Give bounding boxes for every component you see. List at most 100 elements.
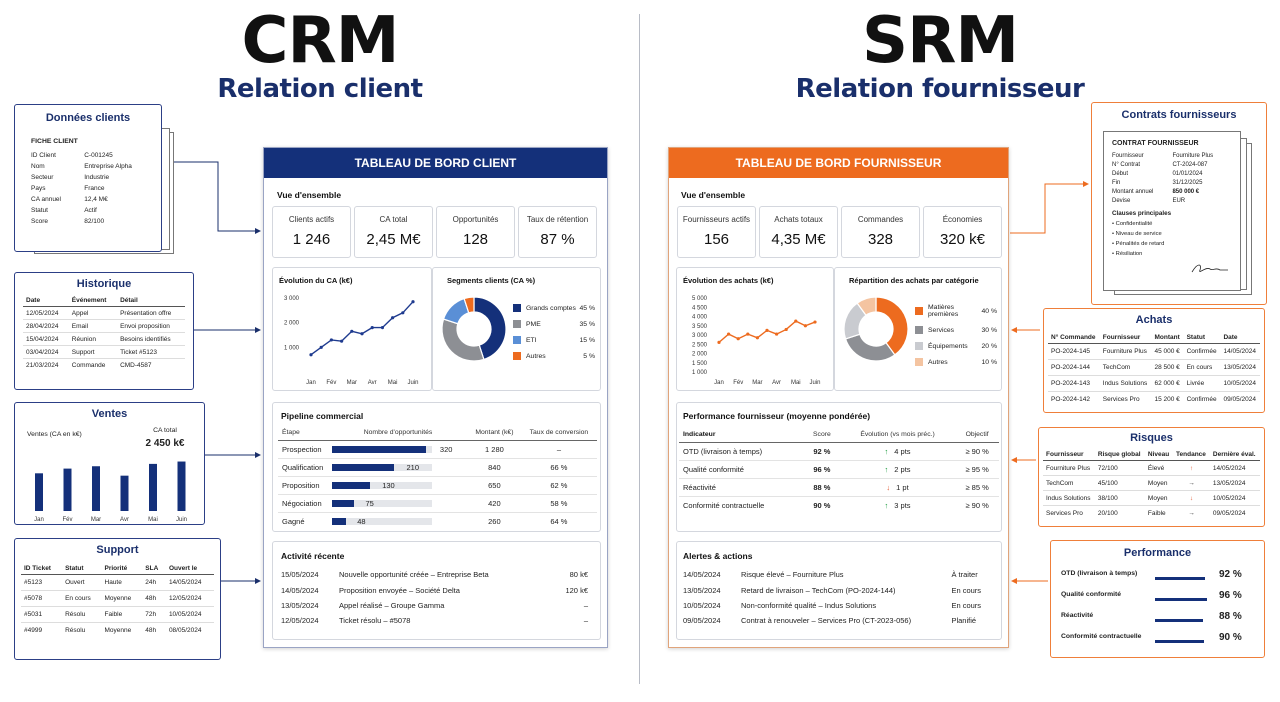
contrats-card: Contrats fournisseurs CONTRAT FOURNISSEU… (1091, 102, 1267, 305)
x-tick-label: Avr (368, 380, 377, 386)
support-header-cell: ID Ticket (21, 562, 63, 575)
pipeline-count: 130 (382, 481, 395, 490)
support-header-cell: SLA (142, 562, 166, 575)
data-point (727, 332, 731, 336)
data-point (360, 332, 364, 336)
ventes-bar-chart: Jan Fév Mar Avr Mai Juin (34, 461, 187, 523)
risques-cell: 72/100 (1094, 460, 1145, 476)
perf-evolution-value: 3 pts (894, 501, 911, 510)
contract-table: Fournisseur Fourniture Plus N° Contrat CT-2… (1112, 151, 1232, 205)
achats-cell: 62 000 € (1151, 375, 1184, 392)
fiche-cell: CA annuel (31, 196, 61, 203)
legend-item: Matières premières 40 % (915, 304, 997, 318)
data-point (391, 316, 395, 320)
contract-document: CONTRAT FOURNISSEUR Fournisseur Fournitur… (1103, 131, 1241, 291)
achats-header-cell: Statut (1183, 331, 1221, 344)
fiche-cell: Nom (31, 163, 45, 170)
support-cell: 48h (142, 590, 166, 607)
legend-label: Autres (928, 358, 948, 366)
support-cell: Haute (101, 574, 143, 591)
achats-header-row: N° Commande Fournisseur Montant Statut Date (1048, 331, 1260, 344)
contract-cell: 01/01/2024 (1172, 170, 1203, 177)
center-divider (639, 14, 640, 684)
ventes-title: Ventes (91, 408, 128, 420)
kpi-card: Clients actifs 1 246 (272, 206, 351, 258)
performance-bar (1155, 619, 1203, 622)
kpi-value: 4,35 M€ (771, 231, 826, 248)
perf-score: 96 % (803, 460, 840, 479)
clause-item: • Pénalités de retard (1112, 241, 1165, 247)
x-tick-label: Fév (326, 380, 336, 386)
perf-evolution: ↑ 2 pts (839, 460, 956, 479)
x-tick-label: Avr (120, 517, 129, 523)
fiche-row: CA annuel 12,4 M€ (31, 194, 161, 205)
perf-indicator: OTD (livraison à temps) (679, 442, 804, 461)
kpi-value: 328 (867, 231, 894, 248)
perf-indicator: Conformité contractuelle (679, 496, 804, 514)
support-cell: Ouvert (62, 574, 102, 591)
ventes-bar (120, 475, 129, 511)
pipeline-count: 75 (365, 499, 374, 508)
contract-row: Devise EUR (1112, 196, 1232, 205)
historique-cell: CMD-4587 (117, 358, 185, 371)
pipeline-conversion: 64 % (520, 512, 597, 530)
achats-cell: 14/05/2024 (1220, 343, 1260, 360)
y-tick-label: 2 000 (284, 321, 300, 327)
pipeline-amount: 840 (468, 458, 521, 477)
support-row: #5078 En cours Moyenne 48h 12/05/2024 (21, 590, 214, 607)
fiche-cell: France (84, 185, 105, 192)
achats-cell: 10/05/2024 (1220, 375, 1260, 392)
kpi-value: 87 % (540, 231, 575, 248)
performance-bar (1155, 577, 1205, 580)
activity-row: 13/05/2024 Appel réalisé – Groupe Gamma – (277, 598, 598, 613)
achats-cell: Livrée (1183, 375, 1221, 392)
x-tick-label: Mar (347, 380, 357, 386)
clause-item: • Résiliation (1112, 251, 1143, 257)
legend-item: Équipements 20 % (915, 342, 997, 350)
risques-header-cell: Dernière éval. (1209, 448, 1260, 461)
alert-value: À traiter (951, 570, 978, 580)
legend-value: 30 % (981, 326, 998, 334)
contrats-title: Contrats fournisseurs (1121, 109, 1237, 121)
risques-cell: Moyen (1144, 490, 1174, 506)
pipeline-count: 48 (357, 517, 366, 526)
pipeline-bar (332, 500, 355, 507)
contract-cell: Fin (1112, 179, 1121, 186)
series-line (310, 301, 414, 356)
pipeline-row: Proposition 130 650 62 % (278, 476, 597, 495)
historique-header-cell: Détail (117, 294, 185, 307)
kpi-value: 1 246 (292, 231, 331, 248)
historique-cell: Ticket #5123 (117, 345, 185, 359)
legend-swatch (915, 358, 923, 366)
perf-evolution: ↑ 4 pts (839, 442, 956, 461)
risques-title: Risques (1130, 432, 1173, 444)
pipeline-row: Gagné 48 260 64 % (278, 512, 597, 530)
historique-cell: 15/04/2024 (23, 332, 69, 346)
risques-row: Indus Solutions 38/100 Moyen ↓ 10/05/2024 (1043, 490, 1260, 506)
legend-swatch (915, 307, 923, 315)
support-title: Support (96, 544, 139, 556)
achats-cell: PO-2024-143 (1048, 375, 1100, 392)
legend-label: Autres (526, 352, 546, 360)
perf-indicator: Réactivité (679, 478, 804, 497)
risques-cell: Faible (1144, 505, 1174, 520)
risques-cell: 38/100 (1094, 490, 1145, 506)
srm-title: SRM (861, 4, 1019, 78)
historique-table: Date Événement Détail 12/05/2024 Appel Présen… (23, 294, 185, 371)
legend-value: 20 % (981, 342, 998, 350)
pipeline-bar-track (332, 482, 432, 489)
perf-row: OTD (livraison à temps) 92 % ↑ 4 pts ≥ 90 % (679, 442, 999, 461)
contract-row: Montant annuel 850 000 € (1112, 187, 1232, 196)
data-point (380, 326, 384, 330)
data-point (736, 337, 740, 341)
donut-slice (463, 296, 475, 314)
srm-perf-title: Performance fournisseur (moyenne pondéré… (683, 411, 871, 421)
crm-activity-title: Activité récente (281, 551, 345, 561)
crm-overview-title: Vue d'ensemble (277, 190, 342, 200)
pipeline-conversion: 62 % (520, 476, 597, 495)
legend-item: Autres 10 % (915, 358, 997, 366)
fiche-row: Statut Actif (31, 205, 161, 216)
support-row: #5123 Ouvert Haute 24h 14/05/2024 (21, 574, 214, 591)
contract-row: Début 01/01/2024 (1112, 169, 1232, 178)
kpi-value: 320 k€ (939, 231, 986, 248)
